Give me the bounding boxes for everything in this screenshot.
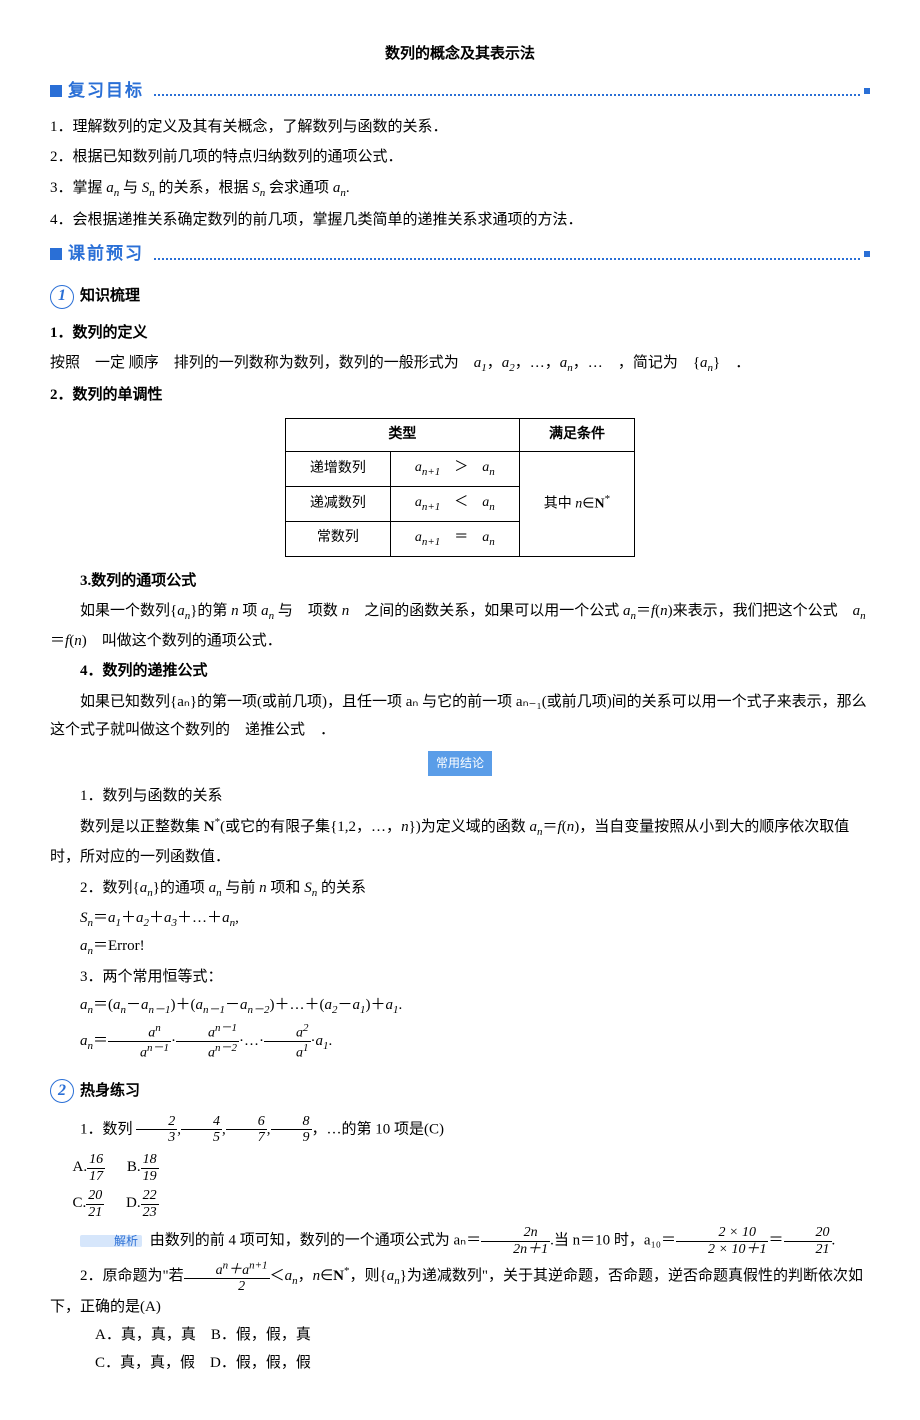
badge-common: 常用结论: [428, 751, 492, 776]
table-row: 递增数列 an+1 ＞ an 其中 n∈N*: [285, 452, 634, 487]
page-title: 数列的概念及其表示法: [50, 40, 870, 69]
k1-text: 按照 一定 顺序 排列的一列数称为数列，数列的一般形式为 a1，a2，…，an，…: [50, 349, 870, 379]
square-icon: [50, 85, 62, 97]
q1-stem: 1．数列 23,45,67,89，…的第 10 项是(C): [50, 1114, 870, 1146]
q1-options: A.1617 B.1819 C.2021 D.2223: [73, 1149, 871, 1221]
c3-eq2: an＝anan－1·an－1an－2·…·a2a1·a1.: [50, 1022, 870, 1061]
goal-3: 3．掌握 an 与 Sn 的关系，根据 Sn 会求通项 an.: [50, 174, 870, 204]
table-cell: an+1 ＞ an: [390, 452, 519, 487]
square-icon: [50, 248, 62, 260]
option-d: D．假，假，假: [210, 1355, 311, 1371]
option-b: B.1819: [127, 1149, 159, 1185]
c2-eq1: Sn＝a1＋a2＋a3＋…＋an,: [50, 906, 870, 933]
option-a: A．真，真，真: [95, 1327, 196, 1343]
option-c: C．真，真，假: [95, 1355, 195, 1371]
table-cell: an+1 ＝ an: [390, 521, 519, 556]
c3-eq1: an＝(an－an－1)＋(an－1－an－2)＋…＋(a2－a1)＋a1.: [50, 993, 870, 1020]
table-cell: 递减数列: [285, 487, 390, 522]
table-cell: an+1 ＜ an: [390, 487, 519, 522]
solve-tag: 解析: [80, 1235, 142, 1247]
circle-num-icon: 2: [50, 1079, 74, 1103]
c1-heading: 1．数列与函数的关系: [50, 782, 870, 811]
section-label: 复习目标: [68, 75, 144, 107]
monotone-table: 类型 满足条件 递增数列 an+1 ＞ an 其中 n∈N* 递减数列 an+1…: [285, 418, 635, 557]
section-label: 课前预习: [68, 238, 144, 270]
goal-4: 4．会根据递推关系确定数列的前几项，掌握几类简单的递推关系求通项的方法．: [50, 206, 870, 235]
table-row: 类型 满足条件: [285, 418, 634, 452]
circle-num-icon: 1: [50, 285, 74, 309]
q1-solution: 解析 由数列的前 4 项可知，数列的一个通项公式为 aₙ＝2n2n＋1.当 n＝…: [50, 1225, 870, 1257]
dot-icon: [864, 251, 870, 257]
c1-text: 数列是以正整数集 N*(或它的有限子集{1,2，…，n})为定义域的函数 an＝…: [50, 812, 870, 871]
goal-1: 1．理解数列的定义及其有关概念，了解数列与函数的关系．: [50, 113, 870, 142]
c2-eq2: an＝Error!: [50, 934, 870, 961]
k3-heading: 3.数列的通项公式: [50, 567, 870, 596]
divider-dots: [154, 257, 860, 260]
q2-options: A．真，真，真 B．假，假，真 C．真，真，假 D．假，假，假: [95, 1321, 870, 1378]
goal-2: 2．根据已知数列前几项的特点归纳数列的通项公式．: [50, 143, 870, 172]
c3-heading: 3．两个常用恒等式：: [50, 963, 870, 992]
k2-heading: 2．数列的单调性: [50, 381, 870, 410]
k1-heading: 1．数列的定义: [50, 319, 870, 348]
section-preview: 课前预习: [50, 238, 870, 270]
subhead-warmup: 2热身练习: [50, 1077, 870, 1106]
q2-stem: 2．原命题为"若an＋an+12＜an，n∈N*，则{an}为递减数列"，关于其…: [50, 1259, 870, 1318]
table-cell: 递增数列: [285, 452, 390, 487]
option-a: A.1617: [73, 1149, 106, 1185]
table-header: 满足条件: [519, 418, 634, 452]
subhead-knowledge: 1知识梳理: [50, 282, 870, 311]
k4-heading: 4．数列的递推公式: [50, 657, 870, 686]
dot-icon: [864, 88, 870, 94]
option-b: B．假，假，真: [211, 1327, 311, 1343]
table-header: 类型: [285, 418, 519, 452]
section-review-goals: 复习目标: [50, 75, 870, 107]
divider-dots: [154, 93, 860, 96]
table-cell: 常数列: [285, 521, 390, 556]
k4-text: 如果已知数列{aₙ}的第一项(或前几项)，且任一项 aₙ 与它的前一项 aₙ₋₁…: [50, 688, 870, 745]
c2-heading: 2．数列{an}的通项 an 与前 n 项和 Sn 的关系: [50, 874, 870, 904]
option-d: D.2223: [126, 1185, 159, 1221]
table-cell: 其中 n∈N*: [519, 452, 634, 556]
option-c: C.2021: [73, 1185, 105, 1221]
k3-text: 如果一个数列{an}的第 n 项 an 与 项数 n 之间的函数关系，如果可以用…: [50, 597, 870, 655]
